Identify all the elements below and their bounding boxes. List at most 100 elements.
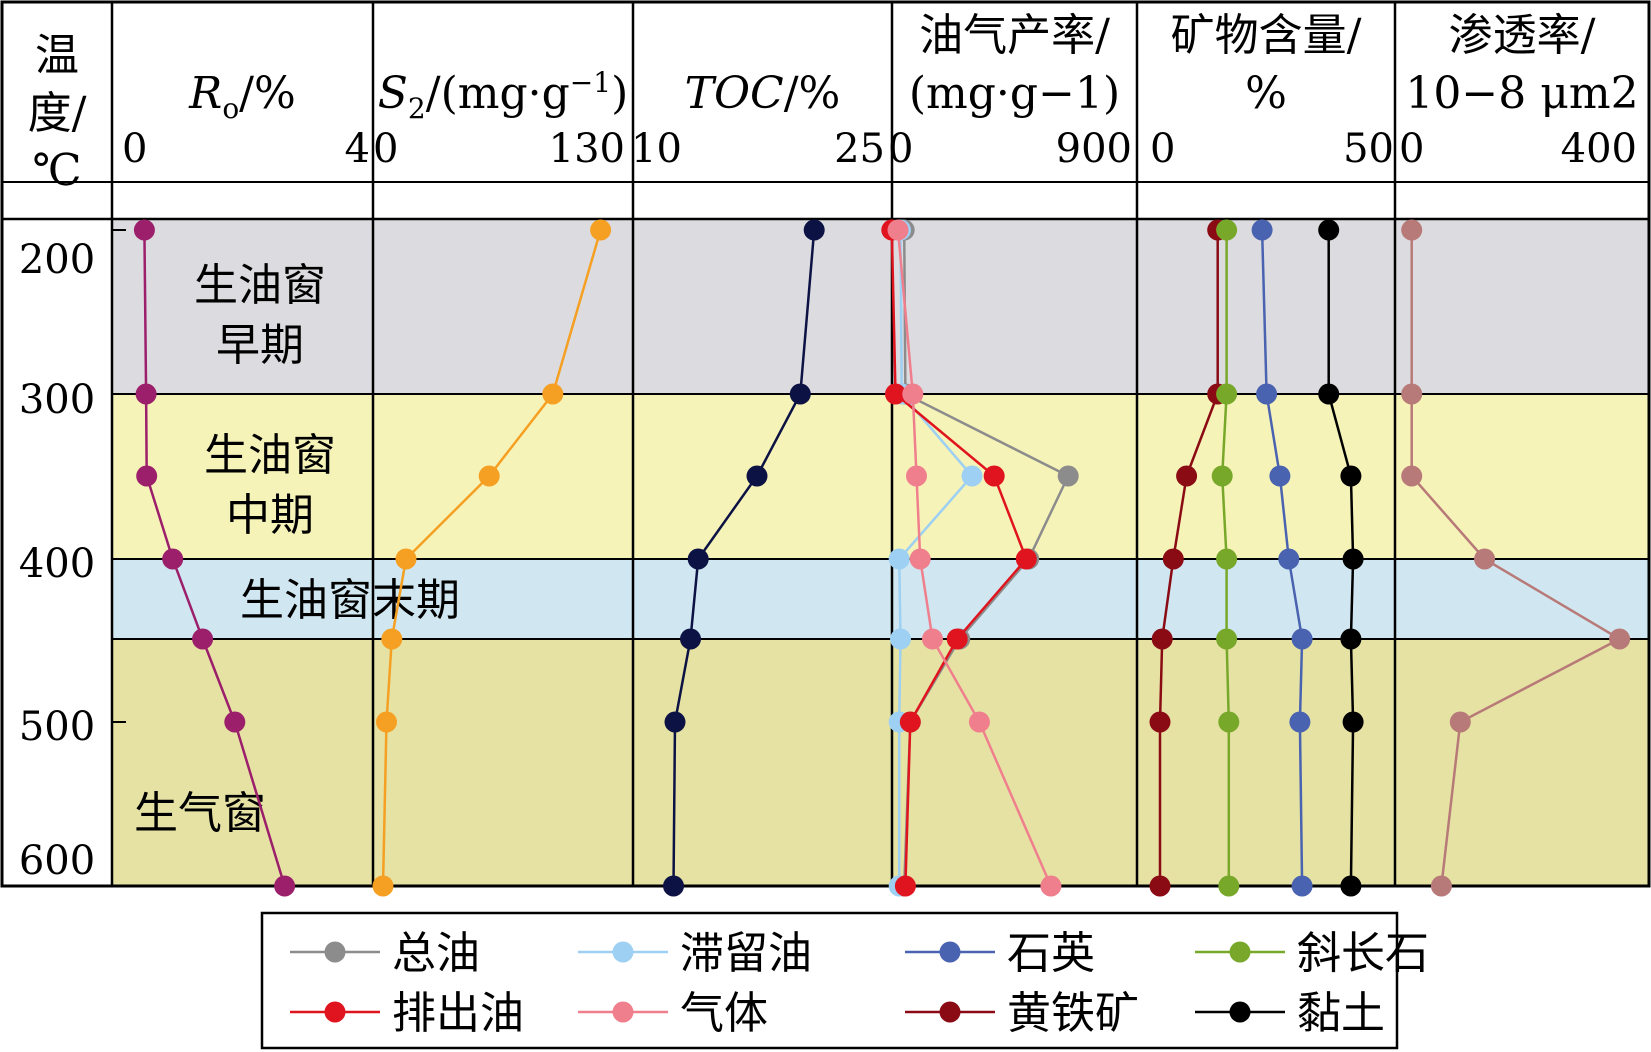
zone-label: 生油窗 — [204, 430, 336, 481]
x-tick-label: 0 — [122, 126, 147, 172]
data-point-gas — [909, 548, 931, 570]
data-point-clay — [1342, 711, 1364, 733]
data-point-plagioclase — [1216, 219, 1238, 241]
legend-marker — [324, 941, 346, 963]
data-point-retained_oil — [890, 628, 911, 650]
zone-label: 生气窗 — [134, 788, 266, 839]
data-point-plagioclase — [1211, 465, 1233, 487]
data-point-perm — [1609, 628, 1631, 650]
legend-marker — [1229, 1001, 1251, 1023]
zone-band — [112, 394, 1649, 559]
data-point-expelled_oil — [1015, 548, 1037, 570]
data-point-ro — [133, 219, 155, 241]
data-point-expelled_oil — [894, 875, 916, 897]
data-point-s2 — [542, 383, 564, 405]
x-tick-label: 0 — [1150, 126, 1175, 172]
legend-box — [260, 911, 1399, 1050]
data-point-plagioclase — [1216, 628, 1238, 650]
chart-frame — [0, 0, 1651, 888]
data-point-clay — [1340, 628, 1362, 650]
data-point-ro — [162, 548, 184, 570]
data-point-gas — [1040, 875, 1062, 897]
data-point-plagioclase — [1216, 383, 1238, 405]
legend-label: 排出油 — [392, 988, 524, 1039]
data-point-quartz — [1291, 628, 1313, 650]
data-point-gas — [887, 219, 909, 241]
data-point-retained_oil — [888, 548, 910, 570]
x-tick-label: 900 — [1056, 126, 1132, 172]
data-point-perm — [1449, 711, 1471, 733]
legend-marker — [939, 1001, 961, 1023]
legend-label: 黄铁矿 — [1007, 988, 1139, 1039]
data-point-s2 — [376, 711, 397, 733]
x-tick-label: 0 — [373, 126, 398, 172]
data-point-toc — [680, 628, 701, 650]
data-point-toc — [803, 219, 825, 241]
data-point-clay — [1340, 465, 1362, 487]
legend-label: 气体 — [680, 988, 768, 1039]
zone-label: 生油窗 — [194, 260, 326, 311]
y-tick-label: 600 — [19, 838, 95, 884]
x-tick-label: 0 — [888, 126, 913, 172]
y-tick-label: 300 — [19, 377, 95, 423]
data-point-pyrite — [1162, 548, 1184, 570]
data-point-quartz — [1278, 548, 1300, 570]
data-point-ro — [136, 465, 158, 487]
data-point-ro — [135, 383, 157, 405]
data-point-clay — [1318, 383, 1340, 405]
data-point-toc — [746, 465, 768, 487]
data-point-s2 — [372, 875, 394, 897]
data-point-quartz — [1291, 875, 1313, 897]
data-point-gas — [902, 383, 924, 405]
panel-title: % — [1245, 68, 1287, 119]
data-point-plagioclase — [1216, 548, 1238, 570]
data-point-s2 — [395, 548, 417, 570]
data-point-retained_oil — [961, 465, 983, 487]
data-point-expelled_oil — [946, 628, 968, 650]
data-point-pyrite — [1151, 628, 1173, 650]
legend-label: 斜长石 — [1297, 928, 1429, 979]
legend-marker — [939, 941, 961, 963]
data-point-perm — [1401, 383, 1423, 405]
y-tick-label: 400 — [19, 541, 95, 587]
data-point-s2 — [478, 465, 500, 487]
panel-title: S2/(mg·g−1) — [378, 66, 628, 125]
data-point-gas — [922, 628, 943, 650]
x-tick-label: 25 — [834, 126, 885, 172]
data-point-gas — [906, 465, 927, 487]
legend-marker — [612, 941, 634, 963]
legend-label: 总油 — [392, 928, 480, 979]
zone-band — [112, 219, 1649, 394]
legend-marker — [1229, 941, 1251, 963]
data-point-ro — [274, 875, 296, 897]
data-point-expelled_oil — [899, 711, 921, 733]
data-point-quartz — [1289, 711, 1311, 733]
legend-label: 石英 — [1007, 928, 1095, 979]
data-point-clay — [1342, 548, 1364, 570]
data-point-clay — [1318, 219, 1340, 241]
y-tick-label: 200 — [19, 237, 95, 283]
data-point-plagioclase — [1218, 875, 1240, 897]
data-point-ro — [224, 711, 246, 733]
data-point-plagioclase — [1218, 711, 1240, 733]
data-point-expelled_oil — [983, 465, 1005, 487]
data-point-s2 — [590, 219, 612, 241]
data-point-perm — [1474, 548, 1496, 570]
y-axis-label: 度/ — [28, 88, 87, 139]
x-tick-label: 4 — [345, 126, 370, 172]
y-axis-label: 温 — [35, 30, 79, 81]
data-point-expelled_oil — [885, 383, 906, 405]
zone-band — [112, 639, 1649, 886]
panel-title: TOC/% — [685, 68, 841, 119]
legend-label: 黏土 — [1297, 988, 1385, 1039]
data-point-total_oil — [1057, 465, 1079, 487]
data-point-perm — [1401, 465, 1423, 487]
data-point-pyrite — [1149, 711, 1171, 733]
x-tick-label: 0 — [1399, 126, 1424, 172]
data-point-toc — [687, 548, 709, 570]
panel-title: Ro/% — [188, 68, 296, 125]
y-axis-label: ℃ — [32, 145, 81, 196]
x-tick-label: 130 — [549, 126, 625, 172]
data-point-ro — [192, 628, 214, 650]
